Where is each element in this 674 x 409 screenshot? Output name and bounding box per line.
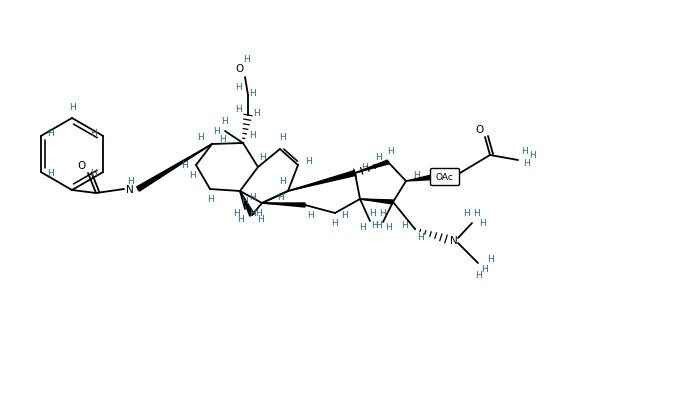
Text: H: H xyxy=(241,196,249,205)
Text: H: H xyxy=(417,234,423,243)
Text: H: H xyxy=(371,222,378,231)
Polygon shape xyxy=(288,171,356,191)
Text: H: H xyxy=(69,103,75,112)
Text: H: H xyxy=(522,159,529,168)
Text: H: H xyxy=(238,214,245,223)
Text: H: H xyxy=(127,177,133,186)
Text: H: H xyxy=(464,209,470,218)
Text: O: O xyxy=(236,64,244,74)
Text: H: H xyxy=(482,265,489,274)
Polygon shape xyxy=(406,175,434,181)
Text: H: H xyxy=(249,88,256,97)
Text: H: H xyxy=(359,222,365,231)
Text: H: H xyxy=(522,148,528,157)
Text: H: H xyxy=(236,83,243,92)
Text: H: H xyxy=(234,209,241,218)
Text: H: H xyxy=(307,211,313,220)
Text: H: H xyxy=(189,171,196,180)
Text: O: O xyxy=(78,161,86,171)
Text: H: H xyxy=(243,56,250,65)
Text: N: N xyxy=(126,185,134,195)
Polygon shape xyxy=(360,199,393,204)
Text: H: H xyxy=(387,146,394,155)
Text: H: H xyxy=(487,254,493,263)
Text: H: H xyxy=(305,157,311,166)
Text: H: H xyxy=(90,130,96,139)
Text: H: H xyxy=(280,133,286,142)
Text: H: H xyxy=(342,211,348,220)
Text: H: H xyxy=(479,218,485,227)
FancyBboxPatch shape xyxy=(431,169,460,186)
Text: H: H xyxy=(400,220,407,229)
Text: H: H xyxy=(214,126,220,135)
Text: H: H xyxy=(280,178,286,187)
Text: OAc: OAc xyxy=(435,173,453,182)
Text: H: H xyxy=(386,222,392,231)
Polygon shape xyxy=(137,144,212,191)
Text: H: H xyxy=(47,169,54,178)
Text: H: H xyxy=(222,117,228,126)
Polygon shape xyxy=(355,160,389,173)
Text: H: H xyxy=(375,220,381,229)
Text: H: H xyxy=(257,214,264,223)
Text: H: H xyxy=(255,209,262,218)
Text: H: H xyxy=(276,193,283,202)
Text: H: H xyxy=(412,171,419,180)
Text: H: H xyxy=(236,106,243,115)
Text: H: H xyxy=(218,135,225,144)
Text: O: O xyxy=(476,125,484,135)
Text: H: H xyxy=(369,209,375,218)
Text: H: H xyxy=(181,160,187,169)
Text: H: H xyxy=(253,108,259,117)
Text: H: H xyxy=(476,270,483,279)
Text: H: H xyxy=(375,153,382,162)
Text: H: H xyxy=(528,151,535,160)
Text: H: H xyxy=(379,209,386,218)
Text: H: H xyxy=(249,130,255,139)
Text: H: H xyxy=(207,195,214,204)
Polygon shape xyxy=(262,203,305,207)
Text: H: H xyxy=(259,153,266,162)
Text: H: H xyxy=(472,209,479,218)
Text: H: H xyxy=(362,164,369,173)
Text: H: H xyxy=(197,133,204,142)
Text: H: H xyxy=(90,169,96,178)
Text: H: H xyxy=(249,209,255,218)
Text: H: H xyxy=(249,193,255,202)
Text: H: H xyxy=(332,218,338,227)
Text: N: N xyxy=(450,236,458,246)
Text: H: H xyxy=(47,130,54,139)
Polygon shape xyxy=(240,191,254,216)
